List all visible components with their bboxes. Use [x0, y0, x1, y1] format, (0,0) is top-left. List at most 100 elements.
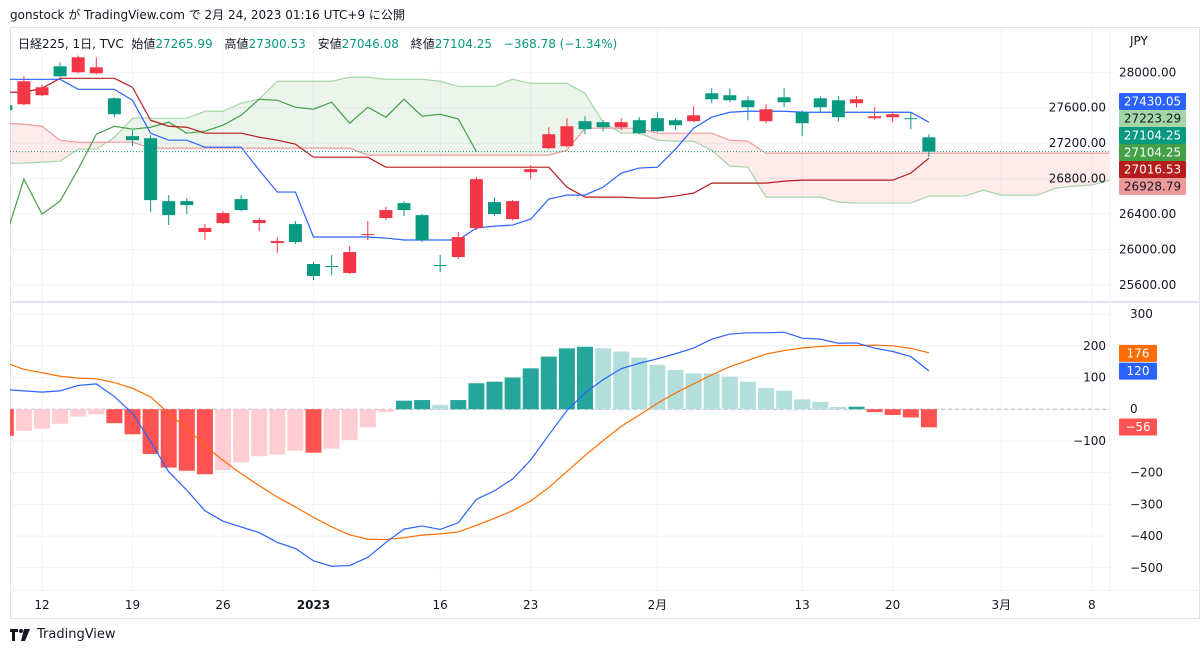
macd-histogram-bar[interactable]	[287, 409, 304, 451]
candle[interactable]	[741, 96, 755, 121]
candle[interactable]	[777, 88, 791, 108]
macd-histogram-bar[interactable]	[703, 373, 720, 410]
candle[interactable]	[669, 118, 682, 131]
brand-name[interactable]: TradingView	[37, 627, 116, 642]
macd-histogram-bar[interactable]	[323, 409, 340, 449]
candle[interactable]	[868, 107, 882, 120]
macd-histogram-bar[interactable]	[522, 368, 539, 410]
candle[interactable]	[922, 134, 936, 157]
macd-histogram-bar[interactable]	[215, 409, 231, 471]
candle[interactable]	[307, 261, 320, 280]
macd-histogram-bar[interactable]	[577, 346, 593, 410]
macd-histogram-bar[interactable]	[396, 400, 412, 410]
candle[interactable]	[89, 57, 103, 75]
macd-histogram-bar[interactable]	[359, 409, 376, 428]
candle[interactable]	[904, 112, 918, 130]
macd-histogram-bar[interactable]	[377, 409, 394, 413]
candle[interactable]	[705, 88, 719, 104]
macd-histogram-bar[interactable]	[251, 409, 268, 457]
candle[interactable]	[180, 198, 194, 215]
candle[interactable]	[144, 135, 158, 213]
axes[interactable]: 12 19 26 2023 16 23 2月 13 20 3月 8 28000.00 27600.00 2…	[34, 65, 1186, 612]
candle[interactable]	[0, 104, 13, 111]
macd-histogram-bar[interactable]	[432, 404, 449, 410]
candle[interactable]	[596, 120, 610, 132]
macd-histogram-bar[interactable]	[52, 409, 69, 424]
candle[interactable]	[126, 130, 139, 147]
macd-histogram-bar[interactable]	[776, 390, 793, 410]
candle[interactable]	[252, 218, 266, 232]
candle[interactable]	[216, 211, 230, 225]
candle[interactable]	[17, 76, 31, 106]
macd-histogram-bar[interactable]	[233, 409, 250, 463]
candle[interactable]	[234, 195, 248, 212]
macd-histogram-bar[interactable]	[794, 399, 811, 410]
symbol-name[interactable]: 日経225, 1日, TVC	[18, 37, 124, 51]
candle[interactable]	[198, 224, 212, 241]
macd-histogram-bar[interactable]	[106, 409, 123, 424]
macd-histogram-bar[interactable]	[341, 409, 358, 440]
macd-histogram-bar[interactable]	[848, 406, 865, 410]
candle[interactable]	[53, 62, 67, 78]
macd-histogram-bar[interactable]	[739, 381, 756, 410]
candle[interactable]	[107, 97, 121, 118]
macd-histogram-bar[interactable]	[142, 409, 159, 454]
candle[interactable]	[71, 55, 85, 74]
candle[interactable]	[524, 165, 538, 180]
candle[interactable]	[542, 127, 556, 150]
macd-histogram-bar[interactable]	[812, 401, 829, 410]
candle[interactable]	[361, 221, 375, 241]
macd-histogram-bar[interactable]	[667, 369, 684, 410]
macd-histogram-bar[interactable]	[504, 377, 521, 410]
macd-histogram-bar[interactable]	[685, 373, 702, 410]
candle[interactable]	[433, 254, 447, 273]
macd-histogram-bar[interactable]	[160, 409, 177, 468]
macd-histogram-bar[interactable]	[902, 409, 919, 418]
macd-histogram-bar[interactable]	[34, 409, 50, 429]
candle[interactable]	[759, 104, 773, 124]
candle[interactable]	[813, 96, 827, 113]
candle[interactable]	[343, 246, 357, 274]
macd-pane[interactable]	[0, 331, 1110, 567]
macd-histogram-bar[interactable]	[450, 400, 467, 410]
candle[interactable]	[560, 118, 574, 148]
macd-histogram-bar[interactable]	[866, 409, 883, 413]
candle[interactable]	[397, 201, 411, 217]
macd-histogram-bar[interactable]	[269, 409, 286, 455]
macd-histogram-bar[interactable]	[15, 409, 32, 431]
candle[interactable]	[578, 116, 592, 135]
macd-histogram-bar[interactable]	[758, 387, 774, 410]
candle[interactable]	[415, 214, 429, 243]
candle[interactable]	[632, 117, 646, 135]
candle[interactable]	[886, 112, 900, 123]
candle[interactable]	[35, 84, 49, 97]
macd-histogram-bar[interactable]	[830, 407, 847, 410]
candle[interactable]	[650, 112, 664, 133]
candle[interactable]	[488, 197, 501, 217]
candle[interactable]	[451, 232, 465, 259]
macd-histogram-bar[interactable]	[124, 409, 141, 435]
macd-histogram-bar[interactable]	[540, 356, 557, 410]
macd-histogram-bar[interactable]	[468, 383, 485, 410]
candle[interactable]	[288, 221, 302, 245]
macd-histogram-bar[interactable]	[0, 409, 14, 436]
candle[interactable]	[325, 254, 339, 276]
candle[interactable]	[687, 106, 701, 123]
macd-histogram-bar[interactable]	[178, 409, 195, 471]
candle[interactable]	[723, 88, 737, 103]
macd-histogram-bar[interactable]	[88, 409, 105, 415]
macd-histogram-bar[interactable]	[70, 409, 87, 417]
macd-histogram-bar[interactable]	[631, 357, 648, 410]
price-pane[interactable]	[0, 55, 1128, 280]
candle[interactable]	[469, 177, 483, 231]
macd-histogram-bar[interactable]	[196, 409, 213, 475]
candle[interactable]	[831, 96, 845, 122]
macd-histogram-bar[interactable]	[558, 348, 575, 410]
candle[interactable]	[379, 207, 393, 221]
candle[interactable]	[614, 118, 628, 131]
macd-histogram-bar[interactable]	[595, 348, 612, 410]
macd-histogram-bar[interactable]	[884, 409, 901, 415]
macd-histogram-bar[interactable]	[649, 364, 666, 410]
candle[interactable]	[850, 96, 863, 108]
